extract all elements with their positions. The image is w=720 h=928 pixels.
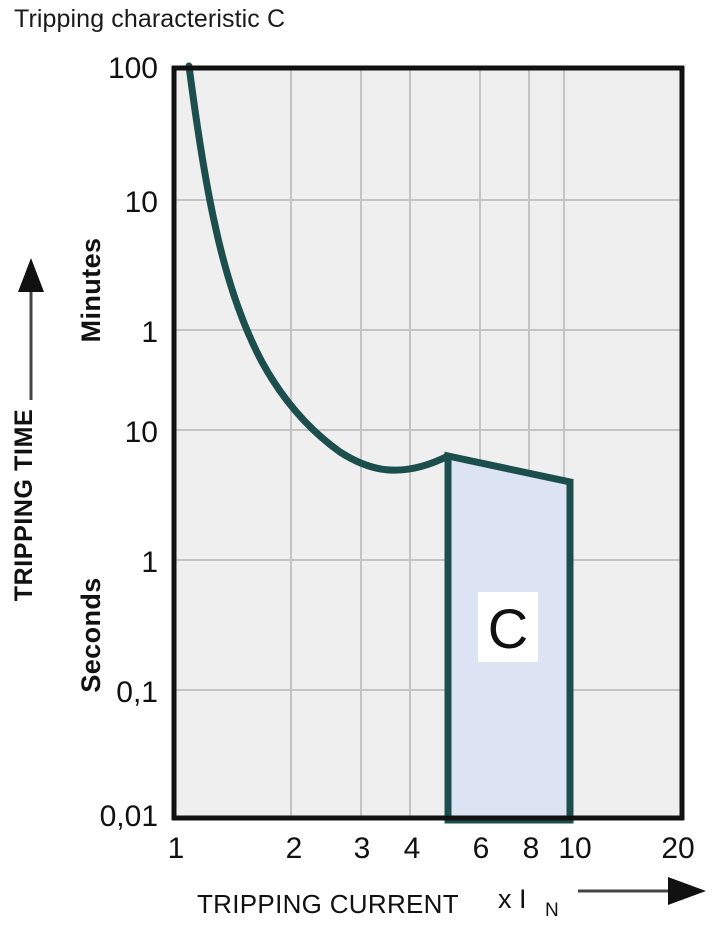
y-unit-label-minutes: Minutes: [76, 238, 106, 343]
x-tick-label-20: 20: [661, 832, 694, 865]
y-tick-label-10sec: 10: [125, 416, 158, 449]
y-tick-label-1min: 1: [141, 316, 158, 349]
y-tick-label-100min: 100: [108, 52, 158, 85]
x-tick-label-8: 8: [523, 832, 540, 865]
horizontal-gridlines: [172, 199, 684, 691]
x-tick-label-4: 4: [404, 832, 421, 865]
x-axis-unit: x I: [498, 884, 527, 914]
x-axis-title: TRIPPING CURRENT: [197, 889, 459, 919]
y-tick-label-10min: 10: [125, 186, 158, 219]
y-axis-arrow: [18, 258, 44, 400]
y-unit-label-seconds: Seconds: [76, 577, 106, 692]
x-tick-label-3: 3: [354, 832, 371, 865]
x-tick-label-10: 10: [558, 832, 591, 865]
y-tick-label-01sec: 0,1: [116, 676, 158, 709]
chart-title: Tripping characteristic C: [14, 5, 286, 33]
plot-background: [172, 66, 684, 820]
x-tick-label-6: 6: [473, 832, 490, 865]
y-tick-label-001sec: 0,01: [100, 800, 158, 833]
x-tick-label-1: 1: [168, 832, 185, 865]
axis-frame: [171, 65, 685, 821]
band-label-c: C: [488, 597, 528, 660]
x-tick-label-2: 2: [286, 832, 303, 865]
tripping-curve: [185, 62, 452, 474]
x-axis-unit-subscript: N: [545, 900, 559, 921]
band-label-backdrop: [478, 592, 538, 662]
y-axis-title: TRIPPING TIME: [10, 409, 38, 602]
y-tick-label-1sec: 1: [141, 546, 158, 579]
x-axis-arrow: [578, 877, 706, 905]
